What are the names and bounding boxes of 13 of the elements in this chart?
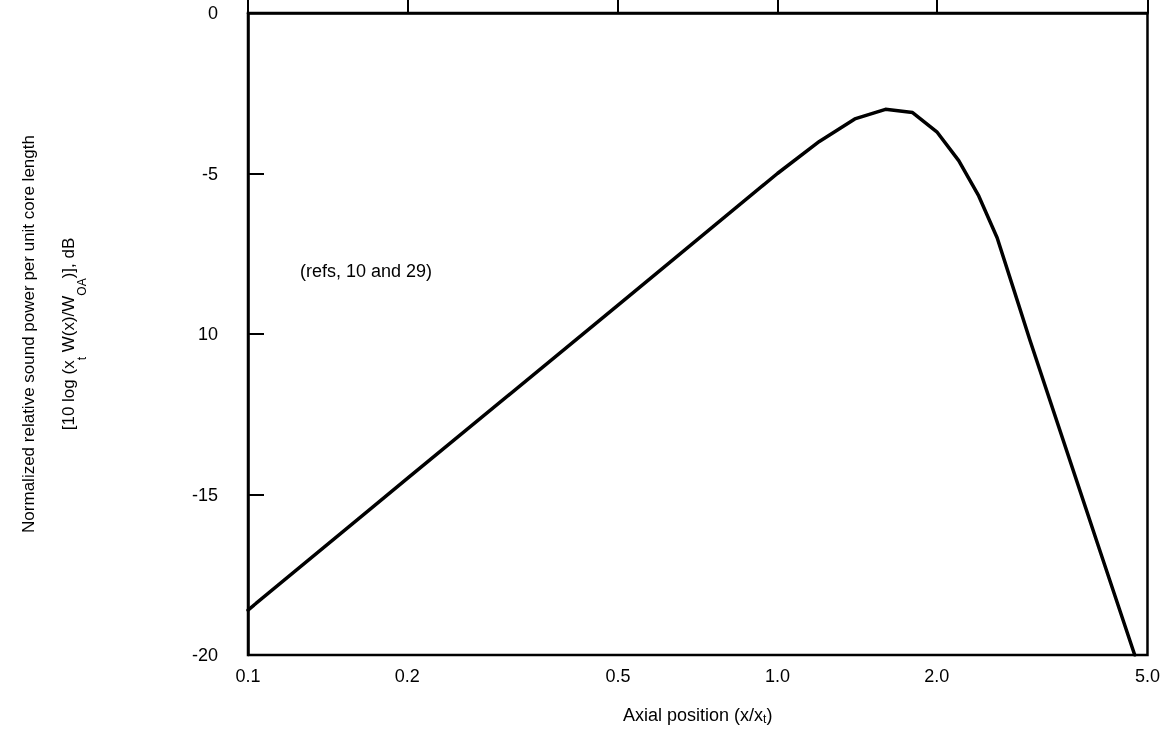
text: Normalized relative sound power per unit core length [10 log (xt W(x)/WOA)], dB [18, 135, 89, 533]
x-tick-label: 5.0 [1134, 666, 1160, 686]
x-tick-label: 2.0 [924, 666, 950, 686]
y-tick-label: -20 [191, 645, 218, 665]
y-tick-label: 0 [207, 3, 218, 23]
x-tick-label: 0.1 [235, 666, 261, 686]
y-tick-label: -5 [201, 163, 218, 184]
x-tick-label: 0.5 [605, 666, 631, 686]
annotation: (refs, 10 and 29) [300, 261, 433, 281]
y-tick-label: 10 [197, 324, 218, 344]
y-tick-label: -15 [191, 484, 218, 505]
x-tick-label: 1.0 [764, 666, 790, 686]
x-tick-label: 0.2 [394, 666, 420, 686]
